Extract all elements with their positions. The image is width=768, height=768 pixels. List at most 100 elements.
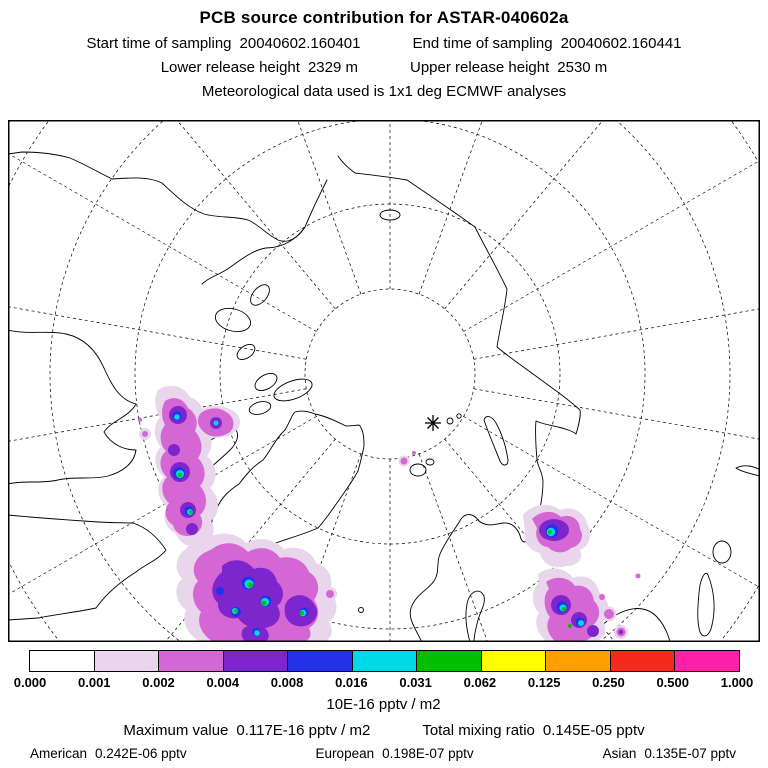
receptor-star-marker <box>425 415 441 431</box>
meridian-line <box>418 120 483 295</box>
colorbar-tick-label: 0.002 <box>142 675 175 690</box>
novaya-zemlya-coastline <box>483 416 509 466</box>
american-contribution-value: 0.242E-06 pptv <box>95 746 187 761</box>
end-time-label: End time of sampling <box>412 35 553 52</box>
met-data-text: Meteorological data used is 1x1 deg ECMW… <box>201 83 567 100</box>
polar-map <box>8 120 760 642</box>
caspian-sea-outline <box>697 572 715 637</box>
release-heights-line: Lower release height 2329 m Upper releas… <box>0 56 768 80</box>
colorbar-segment <box>158 651 223 671</box>
faroe-island <box>358 607 364 613</box>
summary-stats-line: Maximum value 0.117E-16 pptv / m2 Total … <box>0 722 768 739</box>
meridian-line <box>444 120 604 310</box>
upper-release-label: Upper release height <box>410 59 550 76</box>
colorbar-tick-label: 0.031 <box>399 675 432 690</box>
plume-specks-svalbard <box>398 451 416 467</box>
colorbar-segment <box>30 651 94 671</box>
maximum-value-text: Maximum value 0.117E-16 pptv / m2 <box>123 722 370 739</box>
colorbar-tick-label: 0.004 <box>206 675 240 690</box>
lower-release-value: 2329 m <box>307 59 358 76</box>
colorbar-segment <box>480 651 546 671</box>
baltic-coastline <box>465 590 485 642</box>
met-data-line: Meteorological data used is 1x1 deg ECMW… <box>0 80 768 104</box>
end-time-value: 20040602.160441 <box>560 35 682 52</box>
upper-release-value: 2530 m <box>557 59 608 76</box>
colorbar-tick-label: 0.008 <box>270 675 304 690</box>
latitude-circle <box>304 288 476 460</box>
maximum-value-label: Maximum value <box>123 722 229 739</box>
meridian-line <box>8 306 307 360</box>
sampling-times-line: Start time of sampling 20040602.160401 E… <box>0 32 768 56</box>
meridian-line <box>176 120 336 310</box>
hudson-bay-coastline <box>8 329 137 485</box>
ellesmere-island <box>273 378 313 402</box>
beaufort-coastline <box>201 226 306 285</box>
american-contribution-label: American <box>30 746 88 761</box>
prince-of-wales-island <box>236 343 256 361</box>
asian-contribution-label: Asian <box>602 746 637 761</box>
colorbar-tick-label: 0.062 <box>463 675 497 690</box>
franz-josef-island <box>446 417 454 425</box>
total-mixing-ratio-value: 0.145E-05 pptv <box>542 722 645 739</box>
plot-title: PCB source contribution for ASTAR-040602… <box>199 8 569 27</box>
meridian-line <box>473 308 760 360</box>
greenland-coastline <box>209 410 365 558</box>
colorbar-segment <box>609 651 675 671</box>
colorbar-segment <box>545 651 610 671</box>
balkhash-lake-outline <box>735 465 760 477</box>
svalbard-island-2 <box>425 458 435 466</box>
european-contribution-value: 0.198E-07 pptv <box>382 746 474 761</box>
axel-heiberg-island <box>254 373 278 391</box>
european-contribution-label: European <box>315 746 375 761</box>
alaska-coastline <box>8 151 328 242</box>
colorbar-tick-label: 0.016 <box>335 675 368 690</box>
meridian-line <box>8 153 317 332</box>
meridian-line <box>297 120 362 295</box>
total-mixing-ratio-text: Total mixing ratio 0.145E-05 pptv <box>422 722 644 739</box>
start-time-text: Start time of sampling 20040602.160401 <box>86 32 360 56</box>
upper-release-text: Upper release height 2530 m <box>410 56 607 80</box>
plume-cluster-atlantic <box>176 533 337 642</box>
colorbar-tick-label: 0.000 <box>13 675 47 690</box>
eurasia-coastline <box>337 155 581 642</box>
map-frame <box>8 120 760 642</box>
start-time-label: Start time of sampling <box>86 35 232 52</box>
colorbar-tick-label: 0.500 <box>656 675 689 690</box>
colorbar-tick-label: 1.000 <box>720 675 754 690</box>
colorbar-tick-label: 0.250 <box>592 675 625 690</box>
plume-cluster-urals <box>523 504 641 642</box>
asian-contribution-value: 0.135E-07 pptv <box>644 746 736 761</box>
victoria-island <box>214 307 252 333</box>
european-contribution-text: European 0.198E-07 pptv <box>316 746 474 761</box>
banks-island <box>250 284 270 306</box>
devon-island <box>248 401 272 415</box>
contributions-line: American 0.242E-06 pptv European 0.198E-… <box>30 746 736 761</box>
lower-release-text: Lower release height 2329 m <box>161 56 358 80</box>
maximum-value: 0.117E-16 pptv / m2 <box>236 722 371 739</box>
concentration-plumes <box>138 385 641 642</box>
latitude-circle <box>49 120 731 642</box>
colorbar-segment <box>222 651 288 671</box>
graticule <box>8 120 760 642</box>
colorbar <box>29 650 740 672</box>
aral-sea-outline <box>712 540 732 564</box>
wrangel-island <box>379 209 401 221</box>
labrador-coastline <box>8 514 167 621</box>
figure-header: PCB source contribution for ASTAR-040602… <box>0 0 768 104</box>
colorbar-segment <box>351 651 417 671</box>
asian-contribution-text: Asian 0.135E-07 pptv <box>603 746 736 761</box>
latitude-circle <box>219 203 561 545</box>
total-mixing-ratio-label: Total mixing ratio <box>422 722 535 739</box>
colorbar-tick-row: 0.000 0.001 0.002 0.004 0.008 0.016 0.031 0.062… <box>14 674 754 692</box>
colorbar-tick-label: 0.001 <box>77 675 111 690</box>
meridian-line <box>463 159 760 332</box>
colorbar-segment <box>93 651 159 671</box>
end-time-text: End time of sampling 20040602.160441 <box>412 32 681 56</box>
american-contribution-text: American 0.242E-06 pptv <box>30 746 187 761</box>
colorbar-segment <box>674 651 740 671</box>
lower-release-label: Lower release height <box>160 59 300 76</box>
meridian-line <box>473 388 760 440</box>
svalbard-island <box>409 463 427 477</box>
franz-josef-island-2 <box>456 413 462 419</box>
